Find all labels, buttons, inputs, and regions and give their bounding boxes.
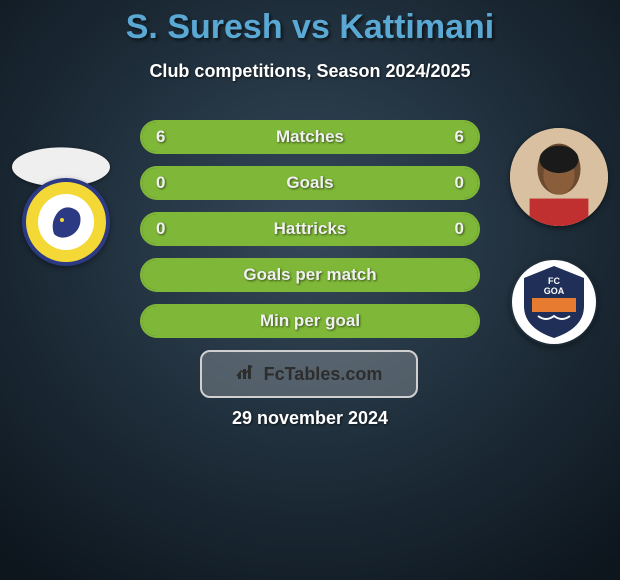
chart-bar-icon bbox=[236, 363, 258, 386]
svg-text:FC: FC bbox=[548, 276, 560, 286]
player-right-avatar bbox=[510, 128, 608, 226]
stat-label: Min per goal bbox=[260, 311, 360, 331]
stat-value-left: 0 bbox=[156, 173, 165, 193]
stat-fill-left bbox=[142, 168, 310, 198]
watermark-box: FcTables.com bbox=[200, 350, 418, 398]
title-player-right: Kattimani bbox=[339, 8, 494, 46]
stat-label: Matches bbox=[276, 127, 344, 147]
watermark-text: FcTables.com bbox=[264, 364, 383, 385]
stat-row: Goals per match bbox=[140, 258, 480, 292]
stat-row: 0 Hattricks 0 bbox=[140, 212, 480, 246]
stat-value-right: 6 bbox=[455, 127, 464, 147]
stat-value-right: 0 bbox=[455, 173, 464, 193]
comparison-title: S. Suresh vs Kattimani bbox=[0, 0, 620, 47]
title-vs: vs bbox=[283, 8, 340, 46]
comparison-date: 29 november 2024 bbox=[0, 408, 620, 429]
club-left-badge bbox=[22, 178, 110, 266]
title-player-left: S. Suresh bbox=[126, 8, 283, 46]
stat-fill-right bbox=[310, 168, 478, 198]
stat-value-left: 6 bbox=[156, 127, 165, 147]
stat-label: Goals per match bbox=[243, 265, 376, 285]
svg-text:GOA: GOA bbox=[544, 286, 565, 296]
stat-row: 0 Goals 0 bbox=[140, 166, 480, 200]
stat-label: Goals bbox=[286, 173, 333, 193]
stat-value-right: 0 bbox=[455, 219, 464, 239]
stats-container: 6 Matches 6 0 Goals 0 0 Hattricks 0 Goals per mat… bbox=[140, 120, 480, 350]
club-right-badge: FC GOA bbox=[510, 258, 598, 346]
stat-value-left: 0 bbox=[156, 219, 165, 239]
stat-label: Hattricks bbox=[274, 219, 347, 239]
stat-row: Min per goal bbox=[140, 304, 480, 338]
comparison-subtitle: Club competitions, Season 2024/2025 bbox=[0, 61, 620, 82]
stat-row: 6 Matches 6 bbox=[140, 120, 480, 154]
